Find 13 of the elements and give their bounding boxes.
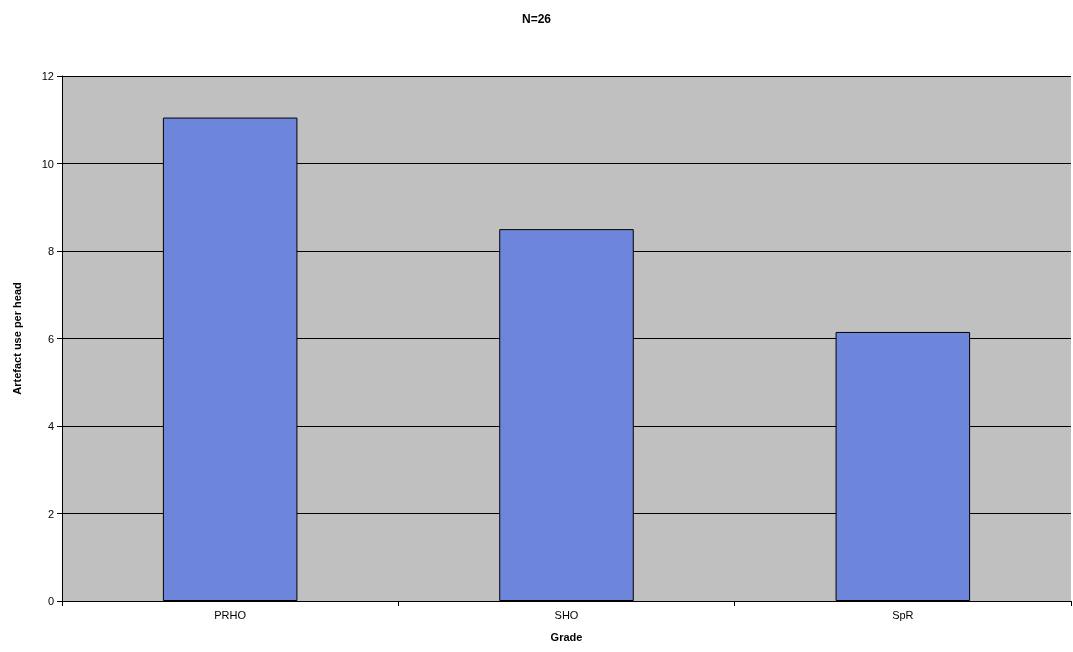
y-tick-label: 8 — [47, 245, 54, 257]
x-tick-label: SpR — [892, 608, 914, 621]
x-axis-title: Grade — [550, 630, 583, 643]
chart-title: N=26 — [521, 12, 552, 26]
y-tick-label: 2 — [47, 507, 54, 520]
y-tick-label: 0 — [47, 595, 54, 607]
y-tick-label: 10 — [41, 157, 54, 170]
x-tick-label: PRHO — [214, 608, 247, 621]
x-tick-label: SHO — [554, 608, 579, 621]
y-tick-label: 12 — [41, 70, 54, 82]
y-axis-title: Artefact use per head — [10, 282, 23, 395]
y-tick-label: 4 — [47, 420, 54, 432]
y-tick-label: 6 — [47, 332, 54, 345]
